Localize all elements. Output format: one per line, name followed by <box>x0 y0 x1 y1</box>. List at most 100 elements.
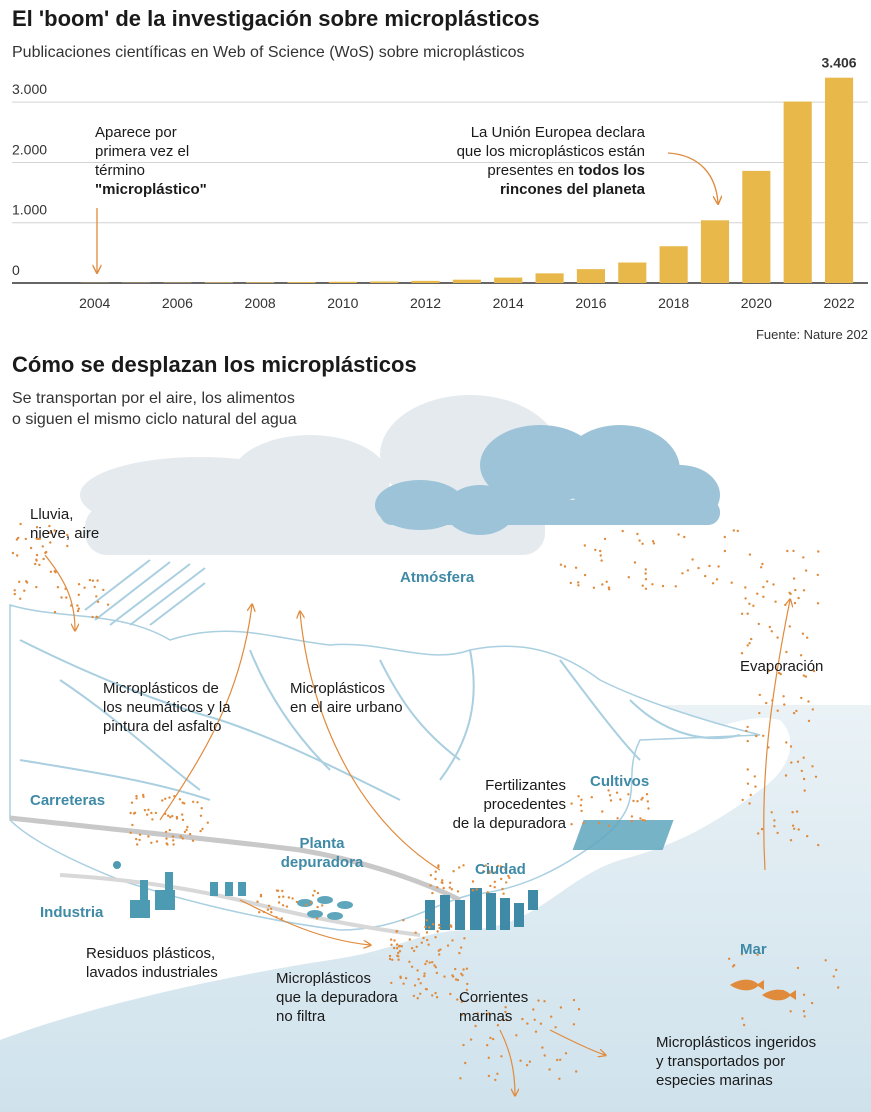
annotation-run: que los microplásticos están <box>457 143 645 160</box>
dot <box>550 1015 553 1018</box>
dot <box>388 954 392 958</box>
dot <box>465 967 469 970</box>
dot <box>802 589 806 592</box>
dot <box>746 644 749 647</box>
dot <box>192 800 195 803</box>
dot <box>451 939 454 942</box>
x-tick-label: 2022 <box>823 295 854 311</box>
dot <box>646 800 649 803</box>
dot <box>601 583 604 586</box>
flow-label: pintura del asfalto <box>103 718 221 735</box>
dot <box>636 800 639 803</box>
annotation-run: "microplástico" <box>95 181 207 198</box>
dot <box>35 526 39 529</box>
dot <box>749 793 752 797</box>
dot <box>431 961 434 964</box>
dot <box>150 811 153 815</box>
dot <box>708 564 711 568</box>
dot <box>762 734 765 737</box>
dot <box>789 839 793 842</box>
dot <box>577 581 580 584</box>
dot <box>691 558 694 561</box>
dot <box>494 1078 497 1082</box>
dot <box>704 574 707 578</box>
dot <box>181 813 184 816</box>
dot <box>425 919 428 922</box>
dot <box>835 968 838 972</box>
flow-label: marinas <box>459 1008 512 1025</box>
dot <box>801 632 805 635</box>
dot <box>53 610 57 614</box>
cloud <box>375 425 720 535</box>
dot <box>305 903 308 906</box>
dot <box>438 923 441 927</box>
dot <box>533 1018 536 1021</box>
dot <box>395 943 399 946</box>
road <box>9 815 462 903</box>
dot <box>161 799 164 802</box>
dot <box>802 993 806 996</box>
dot <box>773 819 776 822</box>
dot <box>796 760 800 763</box>
dot <box>661 584 665 588</box>
dot <box>427 943 430 946</box>
dot <box>740 612 744 615</box>
dot <box>741 1017 744 1020</box>
annotation: rincones del planeta <box>500 181 646 198</box>
dot <box>476 1012 479 1015</box>
annotation-run: Aparece por <box>95 124 177 141</box>
land <box>9 603 761 931</box>
flow-label: que la depuradora <box>276 989 398 1006</box>
dot <box>748 642 751 645</box>
dot <box>505 881 508 884</box>
dot <box>793 827 796 830</box>
dot <box>17 536 20 540</box>
dot <box>459 1077 462 1080</box>
dot <box>95 595 98 598</box>
dot <box>782 695 785 698</box>
dot <box>491 1037 495 1041</box>
place-label: Atmósfera <box>400 569 475 586</box>
dot <box>183 802 186 805</box>
dot <box>651 540 655 543</box>
dot <box>434 991 437 995</box>
flow-label: lavados industriales <box>86 964 218 981</box>
dot <box>424 962 427 966</box>
crops <box>572 820 674 850</box>
dot <box>590 796 593 799</box>
dot <box>599 549 602 553</box>
dot <box>429 884 432 887</box>
dot <box>24 537 27 541</box>
dot <box>768 625 771 629</box>
dot <box>91 579 95 582</box>
annotation-run: La Unión Europea declara <box>471 124 646 141</box>
dot <box>395 930 398 933</box>
dot <box>802 777 806 781</box>
dot <box>390 943 393 946</box>
fish <box>730 979 796 1001</box>
dot <box>196 801 199 804</box>
dot <box>811 765 814 768</box>
industry <box>113 861 246 918</box>
chart-subtitle: Publicaciones científicas en Web of Scie… <box>12 44 525 61</box>
dot <box>172 839 175 842</box>
dot <box>315 917 319 920</box>
dot <box>460 1000 463 1004</box>
dot <box>469 1038 473 1041</box>
dot <box>563 565 567 568</box>
dot <box>487 1012 491 1015</box>
diagram-subtitle: o siguen el mismo ciclo natural del agua <box>12 411 297 428</box>
dot <box>143 809 147 812</box>
dot <box>423 972 426 975</box>
dot <box>773 825 776 828</box>
dot <box>633 561 637 564</box>
dot <box>791 824 795 827</box>
dot <box>135 837 138 841</box>
diagram-subtitle: Se transportan por el aire, los alimento… <box>12 390 295 407</box>
x-tick-label: 2020 <box>741 295 772 311</box>
dot <box>644 572 647 575</box>
dot <box>275 916 278 919</box>
dot <box>414 931 417 934</box>
dot <box>750 637 753 641</box>
flow-label: Microplásticos <box>276 970 371 987</box>
